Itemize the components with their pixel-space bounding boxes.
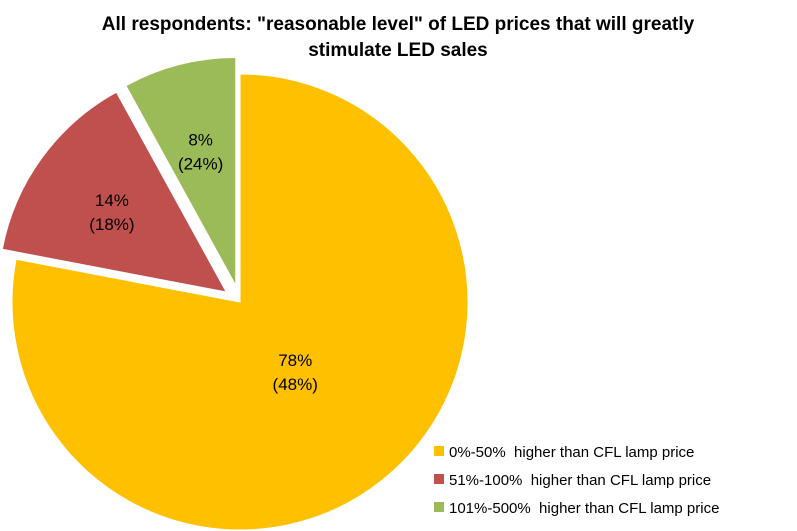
- slice-label-main-1: 78%: [278, 351, 312, 370]
- chart-title-line-2: stimulate LED sales: [308, 40, 488, 61]
- legend-label-1: 0%-50% higher than CFL lamp price: [449, 444, 694, 461]
- legend-swatch-2: [434, 474, 444, 484]
- slice-label-sub-1: (48%): [273, 375, 318, 394]
- pie-slices: [1, 57, 469, 531]
- legend-label-2: 51%-100% higher than CFL lamp price: [449, 472, 711, 489]
- legend-swatch-3: [434, 502, 444, 512]
- pie-slice-3: [125, 57, 237, 286]
- slice-label-main-2: 14%: [95, 191, 129, 210]
- slice-label-sub-3: (24%): [178, 155, 223, 174]
- legend-item-3: 101%-500% higher than CFL lamp price: [434, 500, 719, 517]
- legend: 0%-50% higher than CFL lamp price 51%-100…: [434, 444, 719, 517]
- pie-slice-1: [11, 73, 469, 531]
- slice-label-sub-2: (18%): [89, 215, 134, 234]
- legend-swatch-1: [434, 446, 444, 456]
- chart-title-line-1: All respondents: "reasonable level" of L…: [102, 14, 695, 35]
- pie-slice-2: [1, 91, 228, 293]
- legend-item-2: 51%-100% higher than CFL lamp price: [434, 472, 711, 489]
- slice-label-main-3: 8%: [188, 131, 213, 150]
- slice-labels: 78% (48%) 14% (18%) 8% (24%): [89, 131, 318, 394]
- chart-title: All respondents: "reasonable level" of L…: [102, 14, 695, 61]
- legend-label-3: 101%-500% higher than CFL lamp price: [449, 500, 719, 517]
- legend-item-1: 0%-50% higher than CFL lamp price: [434, 444, 694, 461]
